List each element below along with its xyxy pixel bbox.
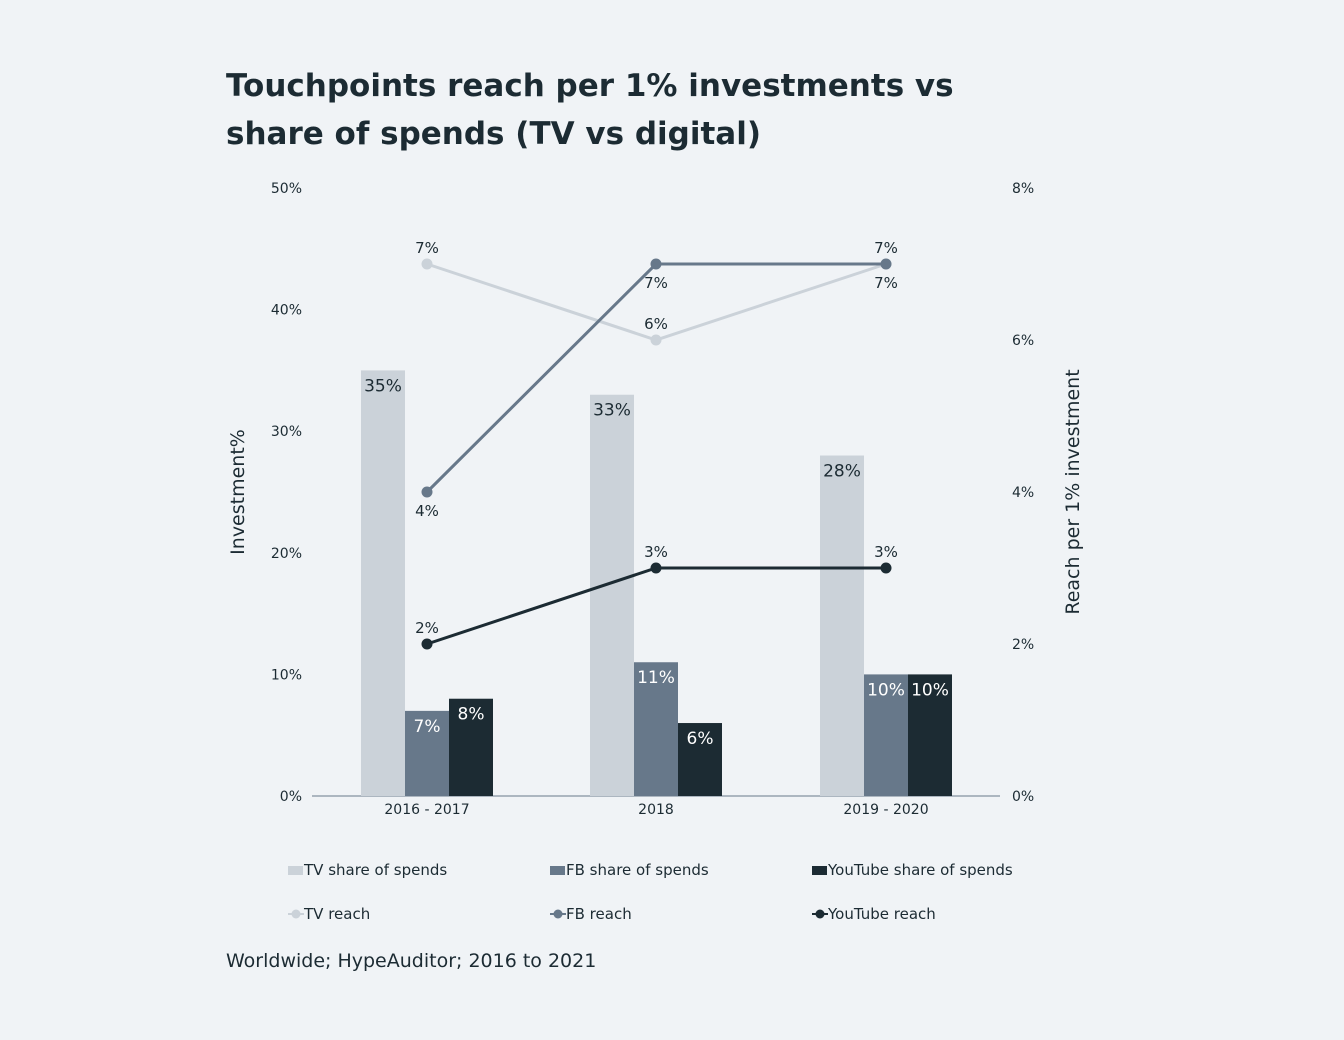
y-left-tick-label: 50% bbox=[271, 181, 302, 197]
legend-label: FB reach bbox=[566, 905, 632, 923]
legend-marker bbox=[291, 909, 301, 919]
bar-label: 35% bbox=[364, 376, 402, 396]
x-tick-label: 2019 - 2020 bbox=[843, 802, 928, 818]
lines-layer: 7% 6% 7% 4% 7% 7% 2% 3% 3% bbox=[415, 239, 898, 650]
series-line bbox=[426, 566, 886, 646]
line-point bbox=[650, 334, 662, 346]
y-left-axis-title: Investment% bbox=[227, 429, 249, 555]
point-label: 2% bbox=[415, 619, 439, 637]
line-point bbox=[421, 638, 433, 650]
legend-label: FB share of spends bbox=[566, 861, 709, 879]
bar bbox=[361, 370, 405, 796]
point-label: 7% bbox=[874, 239, 898, 257]
bar-label: 7% bbox=[414, 717, 441, 737]
bars-layer: 35% 33% 28% 7% 11% 10% 8% 6% 10% bbox=[361, 370, 952, 796]
legend-marker bbox=[553, 909, 563, 919]
y-left-tick-label: 20% bbox=[271, 546, 302, 562]
bar bbox=[864, 674, 908, 796]
point-label: 7% bbox=[874, 274, 898, 292]
x-tick-label: 2016 - 2017 bbox=[384, 802, 469, 818]
y-right-tick-label: 2% bbox=[1012, 637, 1034, 653]
legend-label: TV share of spends bbox=[303, 861, 447, 879]
legend: TV share of spends FB share of spends YouT… bbox=[288, 861, 1013, 923]
legend-marker bbox=[815, 909, 825, 919]
bar-label: 10% bbox=[867, 680, 905, 700]
bar bbox=[634, 662, 678, 796]
source-note: Worldwide; HypeAuditor; 2016 to 2021 bbox=[226, 950, 597, 972]
y-right-tick-label: 4% bbox=[1012, 485, 1034, 501]
y-left-tick-label: 40% bbox=[271, 303, 302, 319]
point-label: 6% bbox=[644, 315, 668, 333]
line-point bbox=[880, 562, 892, 574]
point-label: 7% bbox=[644, 274, 668, 292]
line-point bbox=[650, 258, 662, 270]
line-point bbox=[880, 258, 892, 270]
y-right-tick-label: 6% bbox=[1012, 333, 1034, 349]
bar-label: 6% bbox=[687, 729, 714, 749]
line-point bbox=[421, 486, 433, 498]
y-right-tick-label: 8% bbox=[1012, 181, 1034, 197]
bar bbox=[405, 710, 449, 796]
legend-label: TV reach bbox=[303, 905, 370, 923]
bar bbox=[820, 455, 864, 796]
y-left-tick-label: 0% bbox=[280, 789, 302, 805]
legend-swatch bbox=[288, 866, 303, 875]
bar-label: 28% bbox=[823, 462, 861, 482]
bar bbox=[449, 698, 493, 796]
y-right-tick-label: 0% bbox=[1012, 789, 1034, 805]
series-line bbox=[425, 262, 886, 494]
bar-label: 11% bbox=[637, 668, 675, 688]
axes-layer: 0% 10% 20% 30% 40% 50% 0% 2% 4% 6% 8% 2016 - 2017 20… bbox=[227, 181, 1084, 818]
line-point bbox=[650, 562, 662, 574]
legend-swatch bbox=[550, 866, 565, 875]
chart-title: Touchpoints reach per 1% investments vs … bbox=[226, 68, 954, 152]
x-tick-label: 2018 bbox=[638, 802, 674, 818]
y-left-tick-label: 10% bbox=[271, 667, 302, 683]
y-right-axis-title: Reach per 1% investment bbox=[1062, 369, 1084, 614]
bar bbox=[678, 723, 722, 796]
bar-label: 8% bbox=[458, 705, 485, 725]
bar bbox=[908, 674, 952, 796]
point-label: 7% bbox=[415, 239, 439, 257]
legend-label: YouTube reach bbox=[827, 905, 936, 923]
legend-swatch bbox=[812, 866, 827, 875]
legend-label: YouTube share of spends bbox=[827, 861, 1013, 879]
point-label: 4% bbox=[415, 502, 439, 520]
point-label: 3% bbox=[874, 543, 898, 561]
bar bbox=[590, 394, 634, 796]
line-point bbox=[421, 258, 433, 270]
y-left-tick-label: 30% bbox=[271, 424, 302, 440]
point-label: 3% bbox=[644, 543, 668, 561]
bar-label: 10% bbox=[911, 680, 949, 700]
bar-label: 33% bbox=[593, 401, 631, 421]
